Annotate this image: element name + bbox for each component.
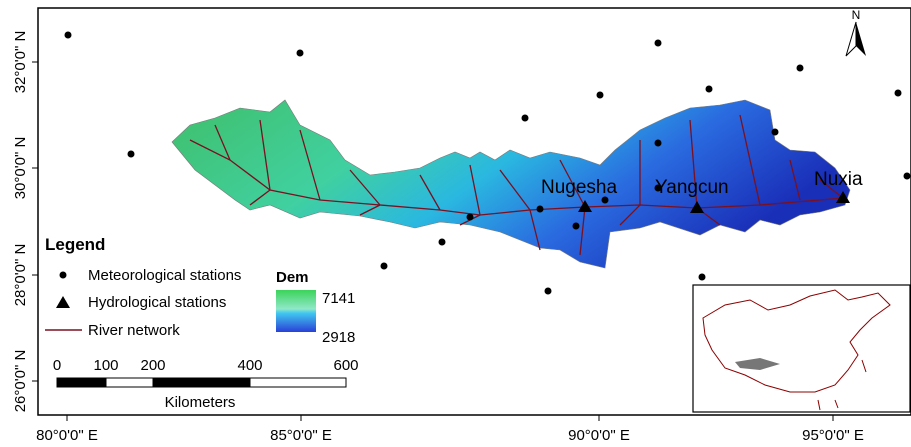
north-label: N xyxy=(852,8,861,22)
y-axis-label: 28°0'0" N xyxy=(12,244,29,307)
y-axis-label: 30°0'0" N xyxy=(12,137,29,200)
scale-bar xyxy=(57,378,346,387)
legend-symbol xyxy=(60,272,67,279)
scale-tick-label: 600 xyxy=(333,357,358,374)
legend-item: River network xyxy=(88,322,180,339)
scale-unit: Kilometers xyxy=(165,394,236,411)
x-axis-label: 80°0'0" E xyxy=(36,427,98,444)
inset-frame xyxy=(693,285,910,412)
y-axis-label: 32°0'0" N xyxy=(12,31,29,94)
station-label: Yangcun xyxy=(655,177,729,198)
x-axis-label: 95°0'0" E xyxy=(802,427,864,444)
y-axis-label: 26°0'0" N xyxy=(12,350,29,413)
station-label: Nuxia xyxy=(814,169,863,190)
scale-tick-label: 0 xyxy=(53,357,61,374)
scale-tick-label: 200 xyxy=(140,357,165,374)
legend-item: Meteorological stations xyxy=(88,267,241,284)
dem-ramp xyxy=(276,290,316,332)
dem-high: 7141 xyxy=(322,290,355,307)
dem-title: Dem xyxy=(276,269,309,286)
x-axis-label: 85°0'0" E xyxy=(270,427,332,444)
x-axis-label: 90°0'0" E xyxy=(568,427,630,444)
legend-title: Legend xyxy=(45,235,105,254)
map: Nugesha Yangcun Nuxia N Legend Meteorolo… xyxy=(0,0,911,447)
dem-low: 2918 xyxy=(322,329,355,346)
scale-tick-label: 100 xyxy=(93,357,118,374)
station-label: Nugesha xyxy=(541,177,617,198)
legend-item: Hydrological stations xyxy=(88,294,226,311)
scale-tick-label: 400 xyxy=(237,357,262,374)
